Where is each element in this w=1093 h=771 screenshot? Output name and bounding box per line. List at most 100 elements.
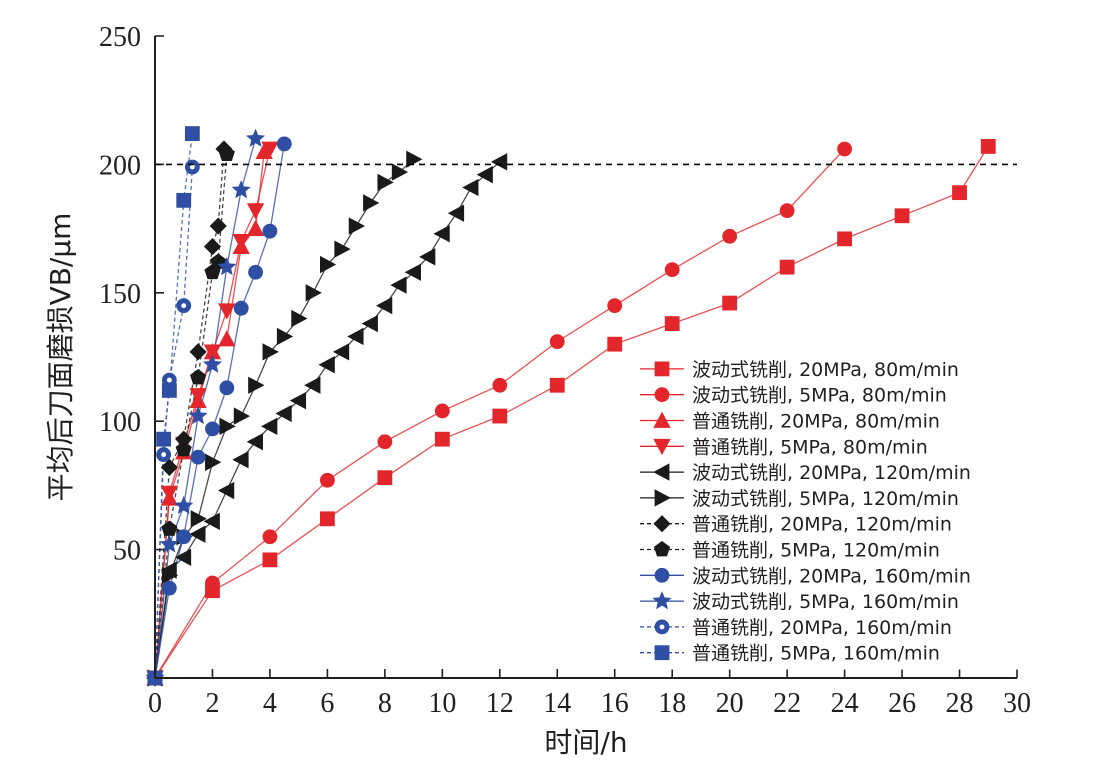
triangle-left-marker <box>203 512 220 531</box>
circle-marker <box>233 300 249 316</box>
legend-label: 普通铣削, 5MPa, 80m/min <box>692 436 928 458</box>
triangle-down-marker <box>203 344 222 361</box>
circle-marker <box>664 262 680 278</box>
triangle-up-marker <box>653 411 671 428</box>
circle-dot-center <box>161 452 167 458</box>
star-marker <box>217 257 237 276</box>
circle-marker <box>722 228 738 244</box>
triangle-right-marker <box>205 453 222 471</box>
x-tick-label: 2 <box>205 688 219 719</box>
legend-entry: 波动式铣削, 5MPa, 80m/min <box>640 385 947 407</box>
diamond-marker <box>203 238 222 256</box>
triangle-left-marker <box>390 276 407 294</box>
x-tick-label: 10 <box>428 688 456 719</box>
pentagon-marker <box>218 145 235 162</box>
triangle-left-marker <box>275 404 292 423</box>
square-marker <box>492 408 508 424</box>
triangle-left-marker <box>289 391 307 410</box>
star-marker <box>159 534 179 553</box>
circle-marker <box>219 380 235 396</box>
x-tick-label: 0 <box>148 688 162 719</box>
triangle-left-marker <box>447 204 465 222</box>
triangle-right-marker <box>190 510 207 528</box>
legend-entry: 普通铣削, 20MPa, 160m/min <box>640 617 952 639</box>
triangle-left-marker <box>462 178 479 197</box>
triangle-right-marker <box>363 194 380 212</box>
circle-marker <box>205 421 220 437</box>
x-tick-label: 24 <box>831 688 859 719</box>
legend-entry: 波动式铣削, 20MPa, 120m/min <box>640 462 971 484</box>
square-marker <box>434 431 450 447</box>
triangle-left-marker <box>332 343 350 361</box>
triangle-left-marker <box>404 263 422 281</box>
y-tick-label: 100 <box>99 407 141 438</box>
y-tick-label: 200 <box>99 150 141 181</box>
diamond-marker <box>160 458 178 476</box>
diamond-marker <box>189 343 207 361</box>
circle-dot-marker <box>184 159 200 175</box>
triangle-right-marker <box>161 566 179 584</box>
circle-marker <box>779 203 795 219</box>
triangle-left-marker <box>189 525 206 543</box>
circle-marker <box>262 223 278 239</box>
legend-label: 普通铣削, 5MPa, 120m/min <box>692 540 940 562</box>
circle-marker <box>837 141 852 157</box>
series-points-3 <box>146 141 279 687</box>
x-tick-label: 16 <box>601 688 629 719</box>
triangle-left-marker <box>232 451 249 469</box>
legend-label: 波动式铣削, 20MPa, 80m/min <box>692 359 959 381</box>
triangle-down-marker <box>232 234 250 251</box>
square-marker <box>722 295 738 311</box>
circle-dot-center <box>189 164 195 170</box>
circle-marker <box>654 567 670 583</box>
star-marker <box>246 128 266 147</box>
triangle-left-marker <box>433 225 450 243</box>
legend-label: 波动式铣削, 20MPa, 120m/min <box>692 462 971 484</box>
legend-entry: 普通铣削, 5MPa, 160m/min <box>640 643 940 665</box>
triangle-right-marker <box>248 376 265 394</box>
legend-label: 普通铣削, 20MPa, 160m/min <box>692 617 952 639</box>
y-axis-title: 平均后刀面磨损VB/μm <box>44 213 77 502</box>
circle-dot-center <box>166 377 172 383</box>
star-marker <box>652 591 672 610</box>
square-marker <box>894 208 910 224</box>
circle-marker <box>190 449 206 465</box>
square-marker <box>779 259 795 275</box>
legend-entry: 波动式铣削, 20MPa, 160m/min <box>640 565 971 587</box>
series-points-11 <box>147 126 200 686</box>
circle-marker <box>176 529 192 545</box>
triangle-down-marker <box>189 388 207 405</box>
triangle-right-marker <box>276 327 294 346</box>
circle-marker <box>161 580 177 596</box>
triangle-down-marker <box>653 438 671 456</box>
triangle-left-marker <box>361 314 378 333</box>
legend-label: 波动式铣削, 5MPa, 120m/min <box>692 488 959 510</box>
triangle-right-marker <box>334 240 351 258</box>
square-marker <box>156 431 172 447</box>
series-line-2 <box>154 151 265 679</box>
triangle-right-marker <box>262 343 279 361</box>
star-marker <box>188 406 208 425</box>
x-axis-title: 时间/h <box>544 726 627 759</box>
circle-marker <box>248 264 263 280</box>
circle-marker <box>276 136 292 152</box>
x-tick-label: 18 <box>658 688 686 719</box>
triangle-right-marker <box>348 217 365 235</box>
square-marker <box>319 511 335 527</box>
triangle-right-marker <box>654 489 671 507</box>
triangle-right-marker <box>391 163 409 181</box>
legend-entry: 波动式铣削, 5MPa, 160m/min <box>640 591 959 613</box>
legend-entry: 波动式铣削, 5MPa, 120m/min <box>640 488 959 510</box>
square-marker <box>184 126 200 141</box>
x-tick-label: 28 <box>946 688 974 719</box>
triangle-left-marker <box>174 548 192 566</box>
triangle-left-marker <box>217 481 235 500</box>
legend: 波动式铣削, 20MPa, 80m/min 波动式铣削, 5MPa, 80m/mi… <box>636 354 1021 670</box>
triangle-right-marker <box>406 150 423 168</box>
series-points-5 <box>147 150 423 687</box>
triangle-up-marker <box>246 219 265 237</box>
star-marker <box>231 180 251 199</box>
triangle-down-marker <box>261 141 279 158</box>
circle-dot-center <box>659 624 665 630</box>
x-tick-label: 26 <box>888 688 916 719</box>
